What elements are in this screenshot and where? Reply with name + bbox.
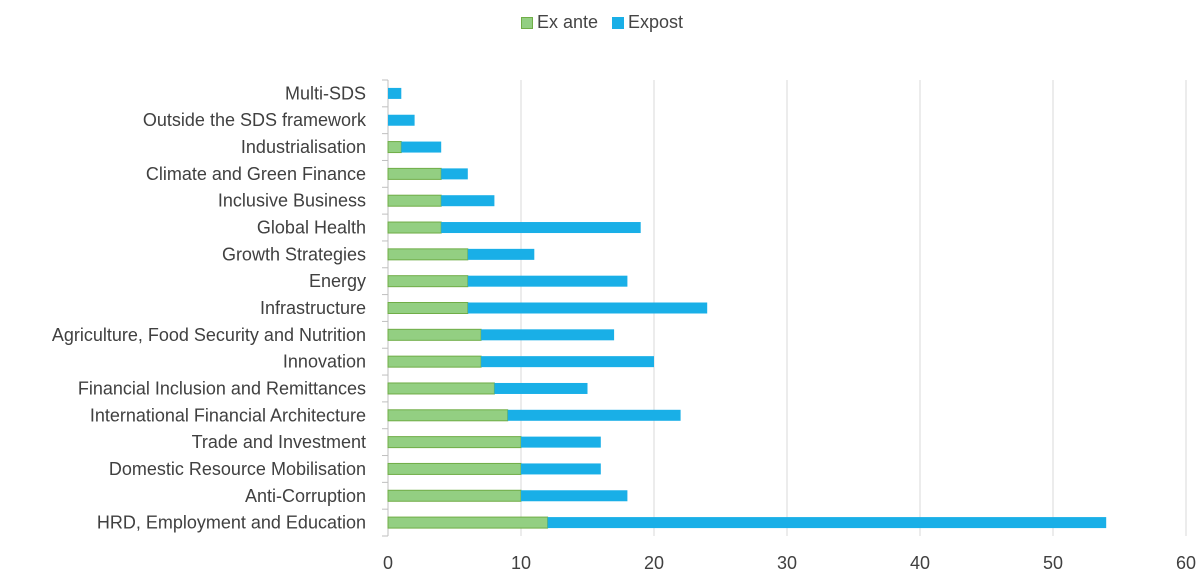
bar-ex-ante	[387, 302, 469, 314]
category-label: Global Health	[257, 218, 366, 238]
x-tick-label: 10	[511, 553, 531, 573]
bar-expost	[441, 222, 641, 234]
bar-expost	[467, 275, 628, 287]
bar-expost	[547, 517, 1107, 529]
category-label: Domestic Resource Mobilisation	[109, 459, 366, 479]
bar-expost	[441, 195, 495, 207]
bar-ex-ante	[387, 275, 469, 288]
bar-ex-ante	[387, 194, 442, 207]
category-label: Infrastructure	[260, 298, 366, 318]
x-tick-label: 0	[383, 553, 393, 573]
category-label: HRD, Employment and Education	[97, 513, 366, 533]
bar-ex-ante	[387, 489, 522, 502]
legend-label-expost: Expost	[628, 12, 684, 32]
bar-expost	[521, 436, 601, 448]
bar-expost	[521, 490, 628, 502]
bar-ex-ante	[387, 355, 482, 368]
legend-label-ex-ante: Ex ante	[536, 12, 598, 32]
category-label: Agriculture, Food Security and Nutrition	[52, 325, 366, 345]
x-tick-label: 20	[644, 553, 664, 573]
legend: Ex ante Expost	[0, 12, 1204, 33]
x-tick-label: 40	[910, 553, 930, 573]
x-tick-label: 30	[777, 553, 797, 573]
category-label: Industrialisation	[241, 137, 366, 157]
x-tick-label: 50	[1043, 553, 1063, 573]
bar-expost	[467, 302, 708, 314]
category-label: Anti-Corruption	[245, 486, 366, 506]
legend-item-expost: Expost	[612, 12, 683, 33]
bar-ex-ante	[387, 409, 509, 422]
bar-ex-ante	[387, 382, 495, 395]
category-label: Inclusive Business	[218, 191, 366, 211]
category-label: Financial Inclusion and Remittances	[78, 378, 366, 398]
category-label: Climate and Green Finance	[146, 164, 366, 184]
bar-expost	[494, 382, 588, 394]
category-label: Growth Strategies	[222, 244, 366, 264]
category-label: Trade and Investment	[192, 432, 366, 452]
bar-expost	[388, 114, 415, 126]
bar-expost	[388, 87, 402, 99]
bar-expost	[401, 141, 442, 153]
bar-expost	[521, 463, 601, 475]
category-label: Outside the SDS framework	[143, 110, 367, 130]
bar-ex-ante	[387, 221, 442, 234]
category-label: Multi-SDS	[285, 83, 366, 103]
category-label: Innovation	[283, 352, 366, 372]
bar-expost	[481, 329, 615, 341]
category-label: International Financial Architecture	[90, 405, 366, 425]
x-tick-label: 60	[1176, 553, 1196, 573]
bar-ex-ante	[387, 141, 402, 154]
bar-expost	[467, 248, 535, 260]
bar-ex-ante	[387, 328, 482, 341]
bar-ex-ante	[387, 462, 522, 475]
bar-expost	[441, 168, 468, 180]
bar-expost	[507, 409, 681, 421]
bar-ex-ante	[387, 516, 549, 529]
bar-ex-ante	[387, 436, 522, 449]
category-label: Energy	[309, 271, 366, 291]
bar-ex-ante	[387, 248, 469, 261]
bar-expost	[481, 356, 654, 368]
legend-swatch-ex-ante	[520, 16, 533, 29]
legend-swatch-expost	[612, 16, 624, 29]
legend-item-ex-ante: Ex ante	[520, 12, 598, 33]
bar-ex-ante	[387, 167, 442, 180]
